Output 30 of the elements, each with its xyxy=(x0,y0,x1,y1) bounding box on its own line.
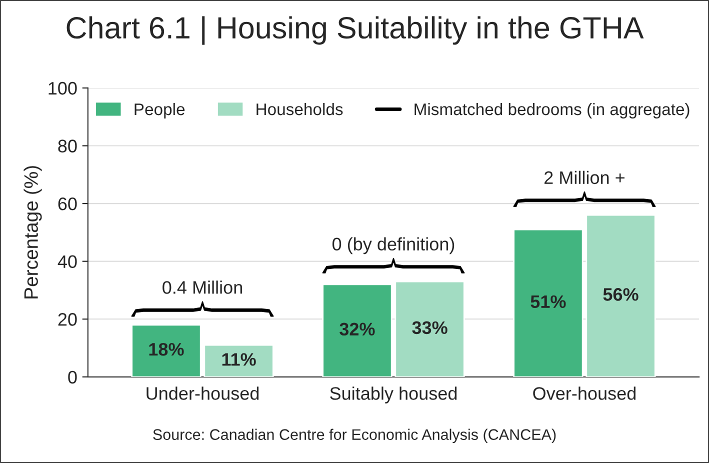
legend-label: People xyxy=(134,102,185,119)
y-axis-title: Percentage (%) xyxy=(24,166,42,298)
x-tick-label: Under-housed xyxy=(146,386,259,400)
bar xyxy=(322,284,392,377)
bar xyxy=(586,214,656,377)
y-tick-label: 60 xyxy=(58,197,77,210)
data-label: 18% xyxy=(149,342,184,356)
bar xyxy=(204,344,274,377)
legend-label: Mismatched bedrooms (in aggregate) xyxy=(414,102,690,119)
annotation: 0 (by definition) xyxy=(332,237,454,254)
source-note: Source: Canadian Centre for Economic Analysis (CANCEA) xyxy=(153,428,556,444)
data-label: 56% xyxy=(603,288,638,301)
y-tick-label: 0 xyxy=(68,370,77,384)
data-label: 33% xyxy=(412,321,448,334)
y-tick-label: 80 xyxy=(58,140,77,152)
data-label: 11% xyxy=(222,353,256,366)
bar xyxy=(131,324,202,377)
data-label: 51% xyxy=(530,295,566,308)
data-label: 32% xyxy=(340,322,375,336)
y-tick-label: 20 xyxy=(58,313,77,326)
x-tick-label: Suitably housed xyxy=(330,386,457,404)
chart-title: Chart 6.1 | Housing Suitability in the GTHA xyxy=(66,16,644,45)
bar xyxy=(394,280,465,377)
bar xyxy=(513,228,584,377)
annotation: 0.4 Million xyxy=(162,280,242,294)
y-tick-label: 100 xyxy=(48,82,77,95)
legend-label: Households xyxy=(256,102,343,116)
annotation: 2 Million + xyxy=(544,170,624,184)
x-tick-label: Over-housed xyxy=(533,386,636,400)
y-tick-label: 40 xyxy=(58,255,77,268)
